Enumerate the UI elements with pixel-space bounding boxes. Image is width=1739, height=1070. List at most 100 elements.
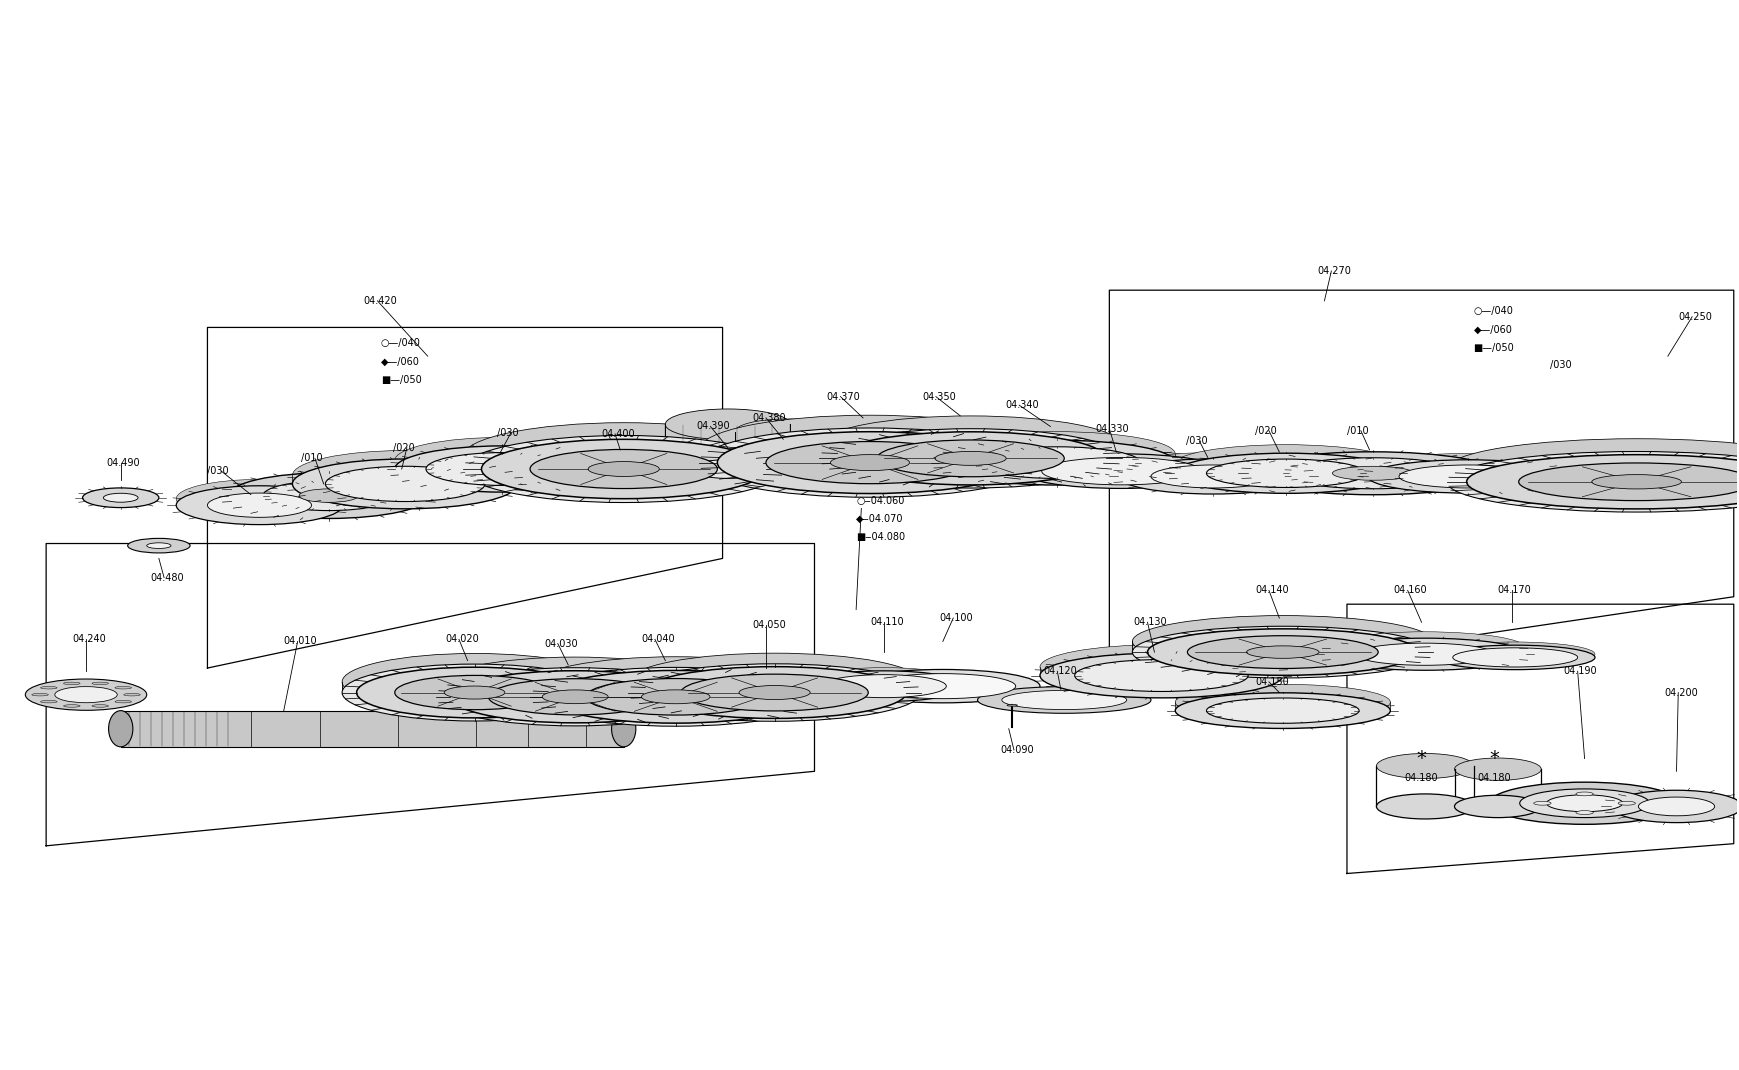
Ellipse shape (64, 705, 80, 707)
Text: 04.100: 04.100 (939, 613, 972, 623)
Ellipse shape (292, 450, 518, 501)
Ellipse shape (450, 671, 699, 723)
Text: 04.110: 04.110 (870, 617, 903, 627)
Ellipse shape (1435, 645, 1595, 670)
Text: 04.350: 04.350 (922, 392, 955, 401)
Text: ○—/040: ○—/040 (381, 338, 421, 349)
Text: 04.340: 04.340 (1005, 400, 1038, 410)
Ellipse shape (115, 687, 132, 689)
Ellipse shape (92, 705, 108, 707)
Ellipse shape (1174, 692, 1389, 729)
Ellipse shape (395, 446, 609, 492)
Text: /010: /010 (1346, 426, 1369, 435)
Ellipse shape (835, 432, 1106, 485)
Text: 04.370: 04.370 (826, 392, 859, 401)
Text: ■—/050: ■—/050 (381, 374, 421, 384)
Ellipse shape (1518, 789, 1649, 817)
Ellipse shape (1323, 631, 1525, 663)
Ellipse shape (108, 710, 132, 747)
Ellipse shape (1186, 636, 1377, 669)
Ellipse shape (1172, 445, 1398, 485)
Text: 04.120: 04.120 (1043, 667, 1076, 676)
Ellipse shape (325, 467, 485, 502)
Ellipse shape (680, 674, 868, 710)
Ellipse shape (1149, 465, 1275, 488)
Text: 04.200: 04.200 (1664, 688, 1697, 698)
Ellipse shape (1174, 685, 1389, 720)
Text: /030: /030 (1184, 437, 1207, 446)
Ellipse shape (395, 675, 555, 709)
Ellipse shape (739, 686, 810, 700)
Text: /010: /010 (301, 454, 322, 463)
Ellipse shape (530, 657, 821, 716)
Text: 04.010: 04.010 (283, 637, 316, 646)
Ellipse shape (664, 454, 790, 485)
Ellipse shape (1617, 801, 1635, 805)
Ellipse shape (546, 671, 805, 723)
Ellipse shape (176, 479, 343, 518)
Ellipse shape (1376, 794, 1473, 819)
Text: 04.140: 04.140 (1254, 585, 1289, 595)
Ellipse shape (734, 456, 838, 482)
Text: 04.170: 04.170 (1497, 585, 1530, 595)
Ellipse shape (299, 489, 358, 502)
Text: /030: /030 (497, 428, 518, 438)
Ellipse shape (56, 687, 117, 703)
Ellipse shape (974, 447, 1141, 478)
Ellipse shape (1435, 642, 1595, 667)
Ellipse shape (463, 435, 784, 503)
Ellipse shape (588, 461, 659, 476)
Text: 04.420: 04.420 (363, 295, 396, 306)
Ellipse shape (699, 428, 1040, 498)
Ellipse shape (31, 693, 49, 696)
Ellipse shape (435, 657, 715, 715)
Text: 04.180: 04.180 (1476, 773, 1511, 782)
Ellipse shape (435, 668, 715, 725)
Ellipse shape (146, 542, 170, 549)
Ellipse shape (1118, 453, 1308, 488)
Ellipse shape (1576, 811, 1593, 814)
Text: *: * (1416, 749, 1426, 768)
Ellipse shape (543, 690, 607, 704)
Text: *: * (1489, 749, 1499, 768)
Bar (120, 710, 623, 747)
Ellipse shape (716, 431, 1023, 493)
Ellipse shape (40, 701, 57, 703)
Ellipse shape (819, 429, 1122, 488)
Ellipse shape (127, 538, 190, 553)
Ellipse shape (123, 693, 141, 696)
Ellipse shape (426, 453, 579, 486)
Ellipse shape (1376, 753, 1473, 779)
Ellipse shape (40, 687, 57, 689)
Text: 04.490: 04.490 (106, 458, 141, 468)
Ellipse shape (586, 678, 765, 715)
Ellipse shape (642, 690, 710, 704)
Ellipse shape (64, 682, 80, 685)
Ellipse shape (443, 686, 504, 699)
Ellipse shape (103, 493, 137, 502)
Ellipse shape (800, 668, 967, 699)
Text: 04.270: 04.270 (1316, 266, 1351, 276)
Ellipse shape (530, 449, 716, 489)
Ellipse shape (628, 663, 920, 721)
Ellipse shape (228, 473, 430, 519)
Text: 04.130: 04.130 (1134, 617, 1167, 627)
Ellipse shape (489, 678, 661, 715)
Ellipse shape (1367, 454, 1569, 487)
Text: /020: /020 (393, 443, 414, 453)
Ellipse shape (939, 431, 1174, 476)
Ellipse shape (1489, 782, 1680, 824)
Ellipse shape (800, 671, 967, 702)
Ellipse shape (1546, 795, 1622, 812)
Ellipse shape (482, 440, 765, 499)
Ellipse shape (1610, 791, 1739, 823)
Text: /030: /030 (207, 467, 230, 476)
Ellipse shape (1002, 690, 1127, 709)
Text: 04.480: 04.480 (150, 572, 184, 582)
Ellipse shape (356, 668, 593, 718)
Ellipse shape (1466, 455, 1739, 509)
Ellipse shape (1132, 626, 1433, 678)
Ellipse shape (845, 670, 1040, 703)
Ellipse shape (26, 679, 146, 710)
Ellipse shape (1075, 659, 1247, 691)
